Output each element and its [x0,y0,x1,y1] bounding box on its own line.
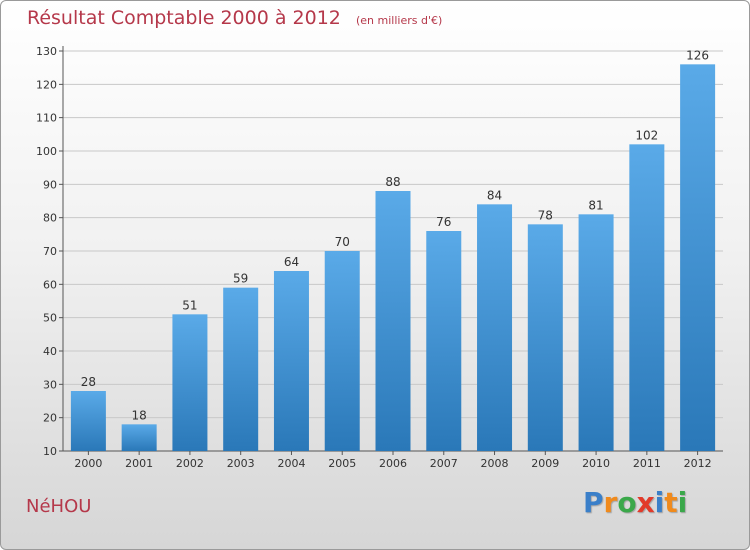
y-tick-label: 70 [43,245,57,258]
y-tick-label: 130 [36,45,57,58]
y-tick-label: 40 [43,345,57,358]
bar-2011 [629,144,665,452]
logo-letter: r [603,486,618,519]
x-tick-label: 2011 [633,457,661,470]
y-tick-label: 20 [43,412,57,425]
x-tick-label: 2002 [176,457,204,470]
x-tick-label: 2006 [379,457,407,470]
bar-2005 [324,251,360,451]
data-label: 64 [284,255,299,269]
logo-letter: t [664,486,678,519]
data-label: 28 [81,375,96,389]
x-tick-label: 2000 [74,457,102,470]
commune-name: NéHOU [26,496,92,517]
logo-letter: x [636,486,655,519]
y-tick-label: 30 [43,378,57,391]
bar-2003 [223,287,259,451]
logo-letter: i [677,486,688,519]
x-tick-label: 2005 [328,457,356,470]
data-label: 76 [436,215,451,229]
y-tick-label: 80 [43,212,57,225]
bar-2007 [426,231,462,451]
y-tick-label: 120 [36,78,57,91]
x-tick-label: 2009 [531,457,559,470]
chart-title-block: Résultat Comptable 2000 à 2012 (en milli… [27,7,442,29]
logo-letter: o [617,486,637,519]
bar-2002 [172,314,208,451]
x-tick-label: 2010 [582,457,610,470]
data-label: 84 [487,188,502,202]
x-tick-label: 2008 [481,457,509,470]
y-tick-label: 10 [43,445,57,458]
logo-letter: P [583,486,604,519]
data-label: 59 [233,272,248,286]
bar-2000 [70,391,106,451]
chart-title: Résultat Comptable 2000 à 2012 [27,7,341,29]
bar-2006 [375,191,411,451]
data-label: 88 [385,175,400,189]
data-label: 126 [686,48,709,62]
x-tick-label: 2001 [125,457,153,470]
data-label: 18 [132,408,147,422]
bar-2012 [680,64,716,452]
y-tick-label: 110 [36,112,57,125]
x-tick-label: 2007 [430,457,458,470]
data-label: 81 [588,198,603,212]
y-tick-label: 60 [43,278,57,291]
logo-letter: i [654,486,665,519]
x-tick-label: 2012 [684,457,712,470]
proxiti-logo[interactable]: Proxiti [583,486,687,519]
data-label: 102 [635,128,658,142]
chart-unit-note: (en milliers d'€) [355,14,443,27]
y-tick-label: 100 [36,145,57,158]
data-label: 70 [335,235,350,249]
bar-2001 [121,424,157,451]
y-tick-label: 50 [43,312,57,325]
data-label: 78 [538,208,553,222]
bar-2004 [273,271,309,451]
data-label: 51 [182,298,197,312]
bar-2008 [477,204,513,451]
x-tick-label: 2004 [277,457,305,470]
bar-2009 [527,224,563,451]
y-tick-label: 90 [43,178,57,191]
x-tick-label: 2003 [227,457,255,470]
bar-2010 [578,214,614,451]
